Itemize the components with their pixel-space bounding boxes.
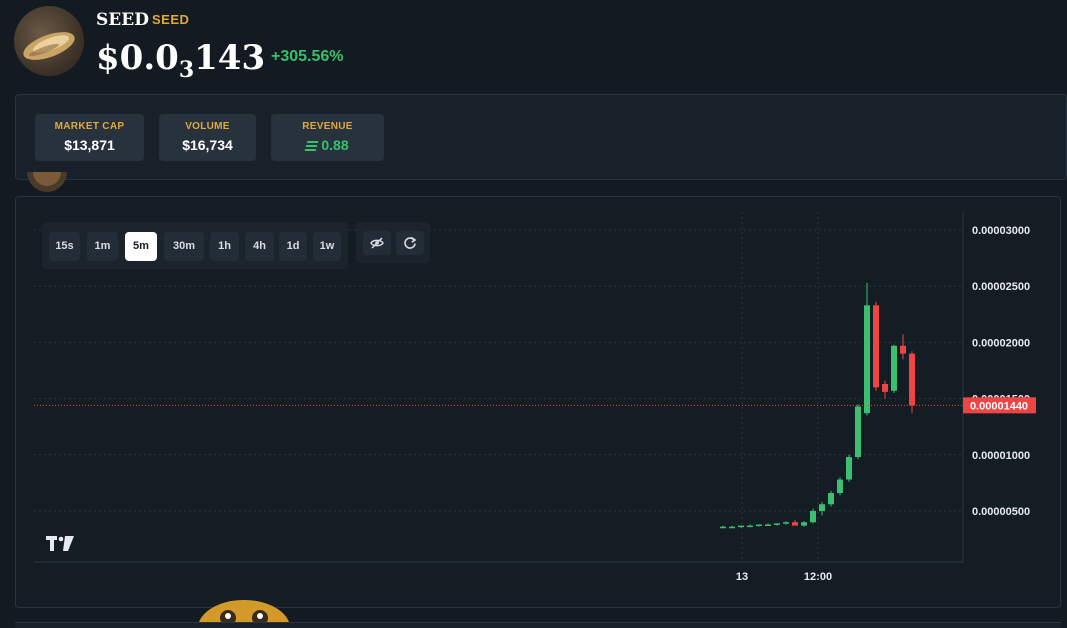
candle-body — [873, 305, 879, 388]
stat-value: $16,734 — [182, 137, 233, 153]
token-header: SEED SEED $0.03143 +305.56% — [0, 0, 1067, 92]
timeframe-1d-button[interactable]: 1d — [279, 232, 307, 261]
current-price-label: 0.00001440 — [970, 400, 1028, 412]
candle-body — [891, 345, 897, 391]
token-price: $0.03143 — [96, 38, 266, 83]
tradingview-logo[interactable] — [46, 536, 74, 557]
timeframe-4h-button[interactable]: 4h — [245, 232, 274, 261]
candle-body — [756, 524, 762, 526]
timeframe-15s-button[interactable]: 15s — [49, 232, 80, 261]
stat-label: MARKET CAP — [54, 121, 125, 132]
stat-label: REVENUE — [302, 121, 353, 132]
token-name: SEED — [96, 10, 149, 30]
bottom-panel — [15, 622, 1061, 628]
timeframe-1h-button[interactable]: 1h — [210, 232, 239, 261]
x-tick-label: 13 — [736, 571, 748, 583]
candle-body — [819, 504, 825, 511]
candle-body — [774, 523, 780, 525]
refresh-button[interactable] — [396, 231, 424, 255]
candle-body — [909, 353, 915, 406]
candle-body — [855, 406, 861, 458]
candle-body — [729, 526, 735, 529]
hide-button[interactable] — [363, 231, 391, 255]
y-tick-label: 0.00002500 — [972, 281, 1030, 293]
candle-body — [900, 345, 906, 354]
stat-value: $13,871 — [64, 137, 115, 153]
stat-volume: VOLUME $16,734 — [159, 114, 256, 161]
candle-body — [720, 526, 726, 529]
candle-body — [765, 524, 771, 526]
token-ticker: SEED — [152, 12, 190, 27]
candle-body — [828, 493, 834, 505]
timeframe-toolbar: 15s 1m 5m 30m 1h 4h 1d 1w — [42, 222, 348, 269]
candle-body — [783, 522, 789, 524]
current-price-badge — [963, 397, 1036, 414]
y-tick-label: 0.00001000 — [972, 450, 1030, 462]
candle-body — [846, 457, 852, 480]
candle-body — [810, 511, 816, 523]
stats-panel: MARKET CAP $13,871 VOLUME $16,734 REVENU… — [15, 94, 1067, 180]
stat-label: VOLUME — [185, 121, 230, 132]
refresh-icon — [404, 236, 417, 249]
hide-icon — [370, 237, 384, 249]
y-tick-label: 0.00000500 — [972, 506, 1030, 518]
stat-revenue: REVENUE 0.88 — [271, 114, 384, 161]
x-tick-label: 12:00 — [804, 571, 832, 583]
candle-body — [801, 522, 807, 526]
timeframe-5m-button[interactable]: 5m — [125, 232, 157, 261]
timeframe-30m-button[interactable]: 30m — [164, 232, 204, 261]
chart-tools — [356, 222, 430, 263]
y-tick-label: 0.00003000 — [972, 225, 1030, 237]
price-change: +305.56% — [271, 48, 344, 65]
candle-body — [747, 525, 753, 528]
candle-body — [738, 525, 744, 528]
candle-body — [837, 479, 843, 494]
avatar — [27, 172, 67, 196]
timeframe-1m-button[interactable]: 1m — [87, 232, 118, 261]
y-tick-label: 0.00002000 — [972, 337, 1030, 349]
candle-body — [864, 305, 870, 414]
candle-body — [792, 522, 798, 526]
stat-market-cap: MARKET CAP $13,871 — [35, 114, 144, 161]
timeframe-1w-button[interactable]: 1w — [313, 232, 341, 261]
stat-value: 0.88 — [271, 137, 384, 153]
token-logo — [14, 6, 84, 76]
candle-body — [882, 383, 888, 392]
